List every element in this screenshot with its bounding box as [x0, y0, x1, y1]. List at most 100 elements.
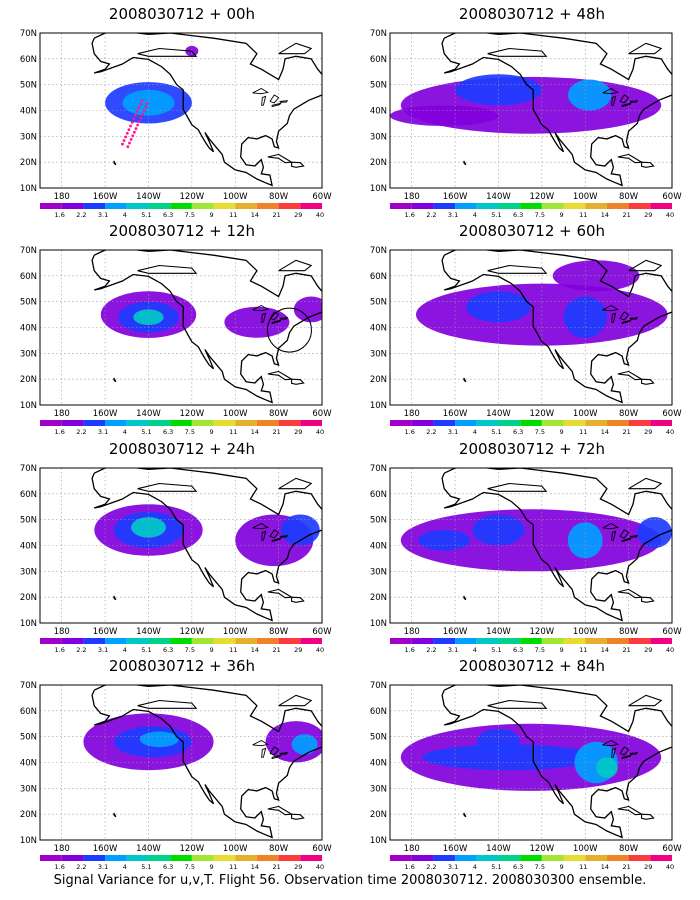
scale-swatch [235, 638, 257, 644]
scale-swatch [520, 638, 542, 644]
scale-label: 9 [209, 863, 213, 869]
scale-label: 2.2 [426, 646, 436, 652]
scale-label: 14 [251, 428, 259, 434]
scale-label: 14 [251, 646, 259, 652]
scale-swatch [541, 855, 564, 861]
scale-swatch [148, 203, 171, 209]
scale-swatch [61, 638, 84, 644]
variance-contour [280, 514, 320, 546]
scale-swatch [498, 855, 521, 861]
lon-tick-label: 120W [530, 192, 555, 202]
lon-tick-label: 160W [93, 844, 118, 854]
lon-tick-label: 60W [662, 627, 682, 637]
coastline [441, 468, 672, 622]
scale-swatch [411, 638, 434, 644]
scale-swatch [476, 638, 499, 644]
scale-label: 1.6 [55, 428, 65, 434]
lat-tick-label: 40N [370, 759, 387, 769]
scale-swatch [433, 638, 456, 644]
lon-tick-label: 180 [404, 627, 420, 637]
variance-contour [390, 105, 499, 126]
scale-label: 3.1 [98, 211, 108, 217]
lat-tick-label: 30N [370, 567, 387, 577]
scale-swatch [606, 420, 629, 426]
panel-title: 2008030712 + 60h [458, 222, 606, 240]
lon-tick-label: 140W [136, 844, 161, 854]
scale-label: 40 [316, 646, 324, 652]
variance-contour [293, 296, 322, 323]
coastline [91, 468, 322, 622]
scale-swatch [170, 638, 192, 644]
lat-tick-label: 10N [20, 836, 37, 846]
panel-title: 2008030712 + 84h [458, 657, 606, 675]
lat-tick-label: 70N [370, 29, 387, 39]
scale-label: 4 [473, 428, 477, 434]
scale-swatch [256, 420, 279, 426]
variance-contour [472, 514, 525, 546]
scale-swatch [390, 420, 412, 426]
lon-tick-label: 180 [404, 409, 420, 419]
lon-tick-label: 120W [530, 844, 555, 854]
scale-swatch [585, 203, 607, 209]
scale-label: 1.6 [405, 211, 415, 217]
scale-swatch [541, 203, 564, 209]
lon-tick-label: 160W [443, 409, 468, 419]
scale-label: 29 [294, 863, 302, 869]
scale-swatch [563, 855, 586, 861]
variance-map: 70N 60N 50N 40N 30N 20N 10N 180 160W 140W 120W 100W… [20, 246, 332, 434]
scale-label: 21 [272, 428, 280, 434]
variance-contour [418, 530, 471, 551]
variance-contour [131, 517, 166, 538]
scale-label: 11 [229, 428, 237, 434]
scale-label: 21 [622, 211, 630, 217]
figure-caption: Signal Variance for u,v,T. Flight 56. Ob… [53, 873, 647, 888]
scale-swatch [433, 855, 456, 861]
scale-swatch [126, 638, 149, 644]
variance-contour [400, 509, 662, 572]
scale-swatch [498, 420, 521, 426]
lon-tick-label: 160W [93, 192, 118, 202]
scale-label: 3.1 [98, 646, 108, 652]
lat-tick-label: 50N [370, 516, 387, 526]
lat-tick-label: 60N [370, 490, 387, 500]
scale-label: 21 [622, 646, 630, 652]
scale-label: 1.6 [55, 863, 65, 869]
scale-label: 40 [666, 211, 674, 217]
scale-swatch [105, 638, 127, 644]
lat-tick-label: 10N [370, 619, 387, 629]
lon-tick-label: 80W [619, 627, 639, 637]
scale-swatch [498, 203, 521, 209]
scale-swatch [390, 855, 412, 861]
scale-swatch [148, 420, 171, 426]
lat-tick-label: 60N [20, 55, 37, 65]
scale-label: 4 [473, 646, 477, 652]
scale-label: 3.1 [448, 428, 458, 434]
lon-tick-label: 60W [312, 844, 332, 854]
scale-swatch [278, 420, 301, 426]
lat-tick-label: 30N [370, 784, 387, 794]
scale-label: 4 [473, 211, 477, 217]
scale-swatch [126, 203, 149, 209]
scale-swatch [455, 638, 477, 644]
scale-swatch [585, 420, 607, 426]
panel-title: 2008030712 + 36h [108, 657, 256, 675]
lon-tick-label: 140W [136, 409, 161, 419]
scale-swatch [191, 855, 214, 861]
scale-label: 29 [294, 428, 302, 434]
lat-tick-label: 10N [20, 619, 37, 629]
lat-tick-label: 60N [20, 272, 37, 282]
scale-swatch [278, 203, 301, 209]
lon-tick-label: 140W [486, 192, 511, 202]
lat-tick-label: 50N [370, 81, 387, 91]
scale-label: 9 [559, 863, 563, 869]
lat-tick-label: 30N [370, 132, 387, 142]
panel-title: 2008030712 + 48h [458, 5, 606, 23]
map-panel: 2008030712 + 24h 70N 60N 50N 40N 30N 20N 10N 180… [10, 440, 350, 652]
scale-swatch [191, 203, 214, 209]
lat-tick-label: 70N [370, 246, 387, 256]
variance-map: 70N 60N 50N 40N 30N 20N 10N 180 160W 140W 120W 100W… [20, 464, 332, 652]
lon-tick-label: 120W [530, 409, 555, 419]
scale-swatch [213, 203, 236, 209]
lon-tick-label: 180 [54, 844, 70, 854]
scale-swatch [563, 420, 586, 426]
